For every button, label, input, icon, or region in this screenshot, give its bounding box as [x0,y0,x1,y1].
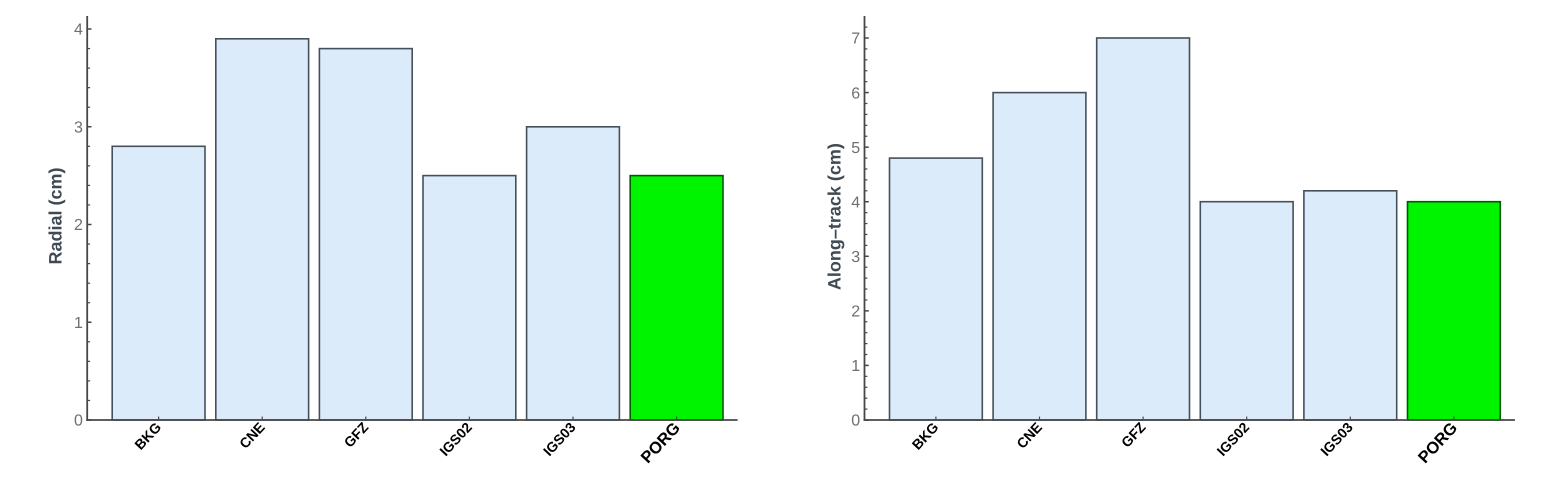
svg-text:2: 2 [74,217,83,234]
svg-text:5: 5 [851,140,860,157]
svg-text:6: 6 [851,85,860,102]
svg-text:3: 3 [851,249,860,266]
svg-text:3: 3 [74,119,83,136]
svg-text:0: 0 [74,413,83,430]
svg-text:Radial (cm): Radial (cm) [46,167,66,264]
svg-text:1: 1 [851,358,860,375]
svg-text:2: 2 [851,304,860,321]
svg-text:1: 1 [74,315,83,332]
svg-text:4: 4 [74,22,83,39]
svg-text:0: 0 [851,413,860,430]
svg-text:4: 4 [851,194,860,211]
svg-text:7: 7 [851,31,860,48]
svg-text:Along–track (cm): Along–track (cm) [825,143,845,290]
